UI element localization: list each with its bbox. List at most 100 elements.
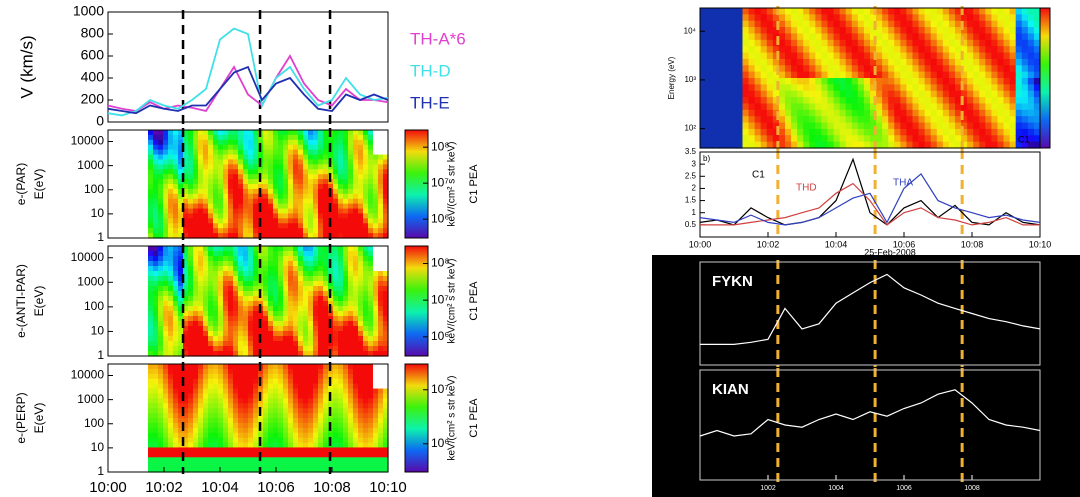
spectrogram-cell [363, 428, 369, 434]
spectrogram-cell [293, 256, 299, 262]
spectrogram-cell [168, 174, 174, 180]
spectrogram-cell [248, 291, 254, 297]
spectrogram-cell [913, 78, 920, 85]
spectrogram-cell [882, 78, 889, 85]
spectrogram-cell [193, 223, 199, 229]
spectrogram-cell [338, 199, 344, 205]
spectrogram-cell [108, 169, 114, 175]
spectrogram-cell [233, 218, 239, 224]
spectrogram-cell [761, 135, 768, 142]
spectrogram-cell [153, 291, 159, 297]
spectrogram-cell [363, 321, 369, 327]
spectrogram-cell [128, 276, 134, 282]
spectrogram-cell [283, 135, 289, 141]
spectrogram-cell [288, 179, 294, 185]
spectrogram-cell [133, 271, 139, 277]
spectrogram-cell [308, 184, 314, 190]
spectrogram-cell [203, 266, 209, 272]
spectrogram-cell [193, 169, 199, 175]
spectrogram-cell [183, 462, 189, 468]
spectrogram-cell [193, 364, 199, 370]
spectrogram-cell [353, 251, 359, 257]
spectrogram-cell [108, 341, 114, 347]
spectrogram-cell [233, 331, 239, 337]
y-tick-label: 10 [91, 206, 105, 220]
spectrogram-cell [358, 286, 364, 292]
spectrogram-cell [163, 296, 169, 302]
spectrogram-cell [273, 311, 279, 317]
spectrogram-cell [138, 418, 144, 424]
spectrogram-cell [243, 301, 249, 307]
spectrogram-cell [113, 438, 119, 444]
spectrogram-cell [378, 228, 384, 234]
spectrogram-cell [273, 374, 279, 380]
spectrogram-cell [278, 213, 284, 219]
spectrogram-cell [821, 72, 828, 79]
spectrogram-cell [163, 336, 169, 342]
spectrogram-cell [173, 374, 179, 380]
spectrogram-cell [238, 443, 244, 449]
spectrogram-cell [809, 8, 816, 15]
spectrogram-cell [1022, 123, 1029, 130]
spectrogram-cell [248, 184, 254, 190]
spectrogram-cell [268, 301, 274, 307]
spectrogram-cell [343, 408, 349, 414]
spectrogram-cell [223, 281, 229, 287]
spectrogram-cell [876, 123, 883, 130]
spectrogram-cell [263, 462, 269, 468]
spectrogram-cell [712, 46, 719, 53]
spectrogram-cell [338, 374, 344, 380]
spectrogram-cell [343, 246, 349, 252]
spectrogram-cell [208, 321, 214, 327]
spectrogram-cell [1010, 103, 1017, 110]
spectrogram-cell [931, 46, 938, 53]
spectrogram-cell [123, 379, 129, 385]
spectrogram-cell [755, 21, 762, 28]
spectrogram-cell [919, 78, 926, 85]
spectrogram-cell [293, 281, 299, 287]
spectrogram-cell [123, 384, 129, 390]
spectrogram-cell [173, 306, 179, 312]
spectrogram-cell [188, 369, 194, 375]
spectrogram-cell [173, 301, 179, 307]
spectrogram-cell [263, 140, 269, 146]
spectrogram-cell [233, 428, 239, 434]
spectrogram-cell [888, 14, 895, 21]
spectrogram-cell [163, 261, 169, 267]
spectrogram-cell [363, 369, 369, 375]
spectrogram-cell [761, 129, 768, 136]
spectrogram-cell [313, 286, 319, 292]
spectrogram-cell [143, 213, 149, 219]
spectrogram-cell [118, 296, 124, 302]
spectrogram-cell [198, 145, 204, 151]
y-axis-label: e-(PAR) [14, 163, 28, 205]
spectrogram-cell [228, 393, 234, 399]
spectrogram-cell [268, 159, 274, 165]
spectrogram-cell [718, 33, 725, 40]
spectrogram-cell [785, 65, 792, 72]
spectrogram-cell [203, 291, 209, 297]
spectrogram-cell [821, 21, 828, 28]
spectrogram-cell [852, 110, 859, 117]
spectrogram-cell [163, 447, 169, 453]
spectrogram-cell [767, 14, 774, 21]
spectrogram-cell [348, 140, 354, 146]
spectrogram-cell [368, 398, 374, 404]
spectrogram-cell [293, 452, 299, 458]
spectrogram-cell [213, 204, 219, 210]
spectrogram-cell [213, 364, 219, 370]
spectrogram-cell [168, 218, 174, 224]
spectrogram-cell [348, 291, 354, 297]
spectrogram-cell [313, 218, 319, 224]
spectrogram-cell [118, 281, 124, 287]
spectrogram-cell [173, 169, 179, 175]
spectrogram-cell [333, 311, 339, 317]
spectrogram-cell [736, 21, 743, 28]
spectrogram-cell [378, 462, 384, 468]
spectrogram-cell [118, 341, 124, 347]
spectrogram-cell [223, 218, 229, 224]
spectrogram-cell [233, 213, 239, 219]
spectrogram-cell [193, 413, 199, 419]
spectrogram-cell [303, 223, 309, 229]
colorbar-title: C1 PEA [468, 281, 480, 321]
